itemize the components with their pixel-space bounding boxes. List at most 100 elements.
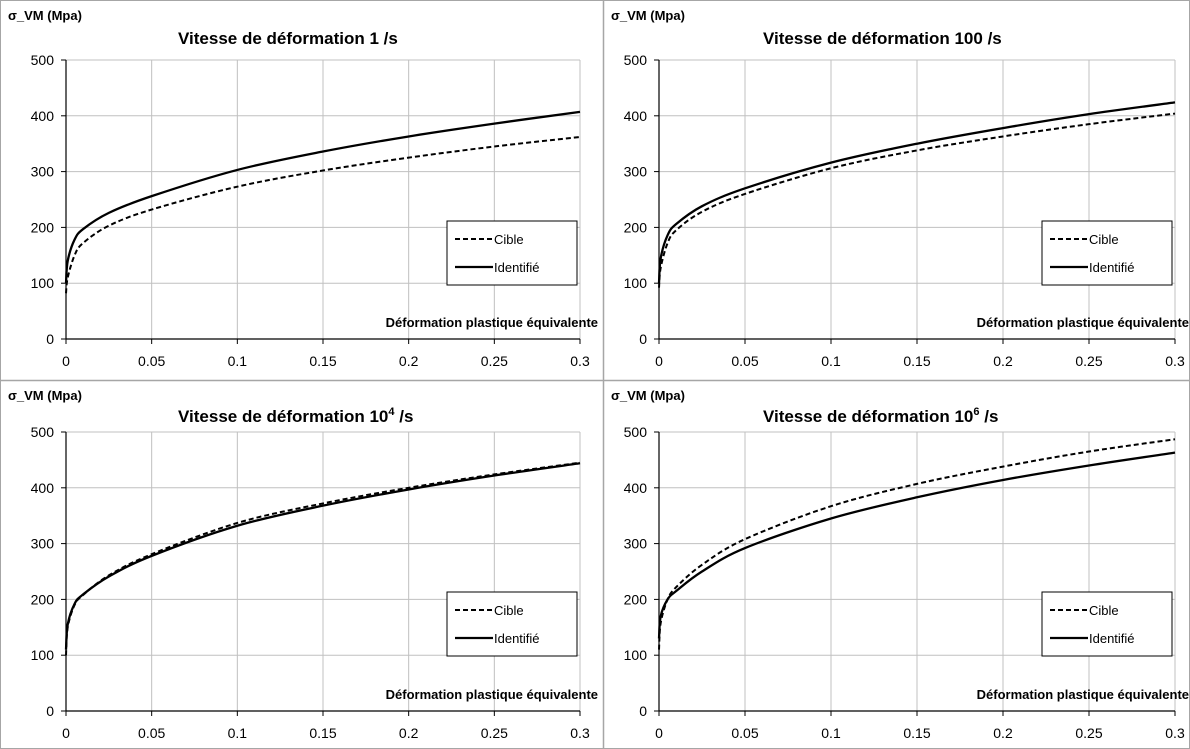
y-tick-label: 0 bbox=[639, 703, 647, 719]
x-tick-label: 0.25 bbox=[1075, 725, 1102, 741]
chart-title: Vitesse de déformation 100 /s bbox=[763, 29, 1002, 48]
legend-label-identifie: Identifié bbox=[1089, 260, 1135, 275]
x-tick-label: 0.2 bbox=[399, 725, 419, 741]
x-axis-label: Déformation plastique équivalente bbox=[386, 687, 598, 702]
legend-label-identifie: Identifié bbox=[494, 631, 540, 646]
y-tick-label: 500 bbox=[31, 424, 55, 440]
y-tick-label: 500 bbox=[31, 52, 55, 68]
y-tick-label: 300 bbox=[624, 164, 648, 180]
x-tick-label: 0 bbox=[62, 725, 70, 741]
x-tick-label: 0.15 bbox=[309, 353, 336, 369]
chart-title-unit: /s bbox=[395, 407, 414, 426]
chart-title: Vitesse de déformation 1 /s bbox=[178, 29, 398, 48]
x-tick-label: 0.05 bbox=[138, 725, 165, 741]
legend-label-cible: Cible bbox=[1089, 603, 1119, 618]
x-tick-label: 0.15 bbox=[309, 725, 336, 741]
y-tick-label: 400 bbox=[624, 108, 648, 124]
chart-title-exponent: 4 bbox=[388, 406, 395, 418]
series-line-identifie bbox=[657, 101, 1176, 284]
x-axis-label: Déformation plastique équivalente bbox=[977, 687, 1189, 702]
legend: Cible Identifié bbox=[446, 220, 578, 286]
chart-title: Vitesse de déformation 106 /s bbox=[763, 406, 998, 426]
y-tick-label: 300 bbox=[31, 164, 55, 180]
legend-label-identifie: Identifié bbox=[494, 260, 540, 275]
series-line-identifie bbox=[657, 451, 1176, 639]
y-tick-label: 100 bbox=[624, 275, 648, 291]
x-tick-label: 0.3 bbox=[570, 353, 590, 369]
x-tick-label: 0.15 bbox=[903, 725, 930, 741]
y-tick-label: 200 bbox=[31, 219, 55, 235]
y-tick-label: 200 bbox=[624, 591, 648, 607]
y-tick-label: 200 bbox=[624, 219, 648, 235]
series-line-cible bbox=[65, 136, 581, 294]
legend-label-cible: Cible bbox=[494, 603, 524, 618]
x-tick-label: 0.3 bbox=[570, 725, 590, 741]
chart-panel-1: 0 0.05 0.1 0.15 0.2 0.25 0.3 0 100 200 300 400 500 σ_… bbox=[8, 8, 598, 369]
x-tick-label: 0.25 bbox=[1075, 353, 1102, 369]
legend: Cible Identifié bbox=[1041, 591, 1173, 657]
legend-box bbox=[1041, 220, 1173, 286]
y-tick-label: 400 bbox=[31, 108, 55, 124]
legend: Cible Identifié bbox=[1041, 220, 1173, 286]
legend-label-cible: Cible bbox=[494, 232, 524, 247]
x-tick-label: 0.15 bbox=[903, 353, 930, 369]
chart-title-exponent: 6 bbox=[973, 406, 979, 418]
x-tick-label: 0.2 bbox=[993, 725, 1013, 741]
y-tick-label: 400 bbox=[31, 480, 55, 496]
x-tick-label: 0.2 bbox=[993, 353, 1013, 369]
series-line-identifie bbox=[64, 462, 581, 650]
x-tick-label: 0.1 bbox=[821, 353, 841, 369]
y-tick-label: 0 bbox=[639, 331, 647, 347]
y-tick-label: 500 bbox=[624, 424, 648, 440]
series-line-identifie bbox=[64, 110, 581, 284]
x-tick-label: 0.3 bbox=[1165, 725, 1185, 741]
x-axis-label: Déformation plastique équivalente bbox=[977, 315, 1189, 330]
x-tick-label: 0.1 bbox=[821, 725, 841, 741]
x-tick-label: 0.1 bbox=[228, 353, 248, 369]
y-tick-label: 100 bbox=[31, 275, 55, 291]
y-tick-label: 300 bbox=[624, 536, 648, 552]
x-tick-label: 0 bbox=[655, 725, 663, 741]
y-tick-label: 400 bbox=[624, 480, 648, 496]
chart-title: Vitesse de déformation 104 /s bbox=[178, 406, 413, 426]
x-tick-label: 0.1 bbox=[228, 725, 248, 741]
y-tick-label: 200 bbox=[31, 591, 55, 607]
y-axis-label: σ_VM (Mpa) bbox=[611, 8, 685, 23]
chart-panel-4: 0 0.05 0.1 0.15 0.2 0.25 0.3 0 100 200 300 400 500 σ_… bbox=[611, 388, 1189, 741]
y-axis-label: σ_VM (Mpa) bbox=[8, 388, 82, 403]
legend-box bbox=[446, 591, 578, 657]
chart-panel-3: 0 0.05 0.1 0.15 0.2 0.25 0.3 0 100 200 300 400 500 σ_… bbox=[8, 388, 598, 741]
y-tick-label: 0 bbox=[46, 703, 54, 719]
x-tick-label: 0.2 bbox=[399, 353, 419, 369]
chart-title-unit: /s bbox=[379, 29, 398, 48]
y-tick-label: 100 bbox=[31, 647, 55, 663]
y-tick-label: 0 bbox=[46, 331, 54, 347]
x-tick-label: 0 bbox=[62, 353, 70, 369]
legend: Cible Identifié bbox=[446, 591, 578, 657]
chart-title-unit: /s bbox=[980, 407, 999, 426]
legend-label-identifie: Identifié bbox=[1089, 631, 1135, 646]
y-axis-label: σ_VM (Mpa) bbox=[8, 8, 82, 23]
x-tick-label: 0.05 bbox=[731, 353, 758, 369]
x-axis-label: Déformation plastique équivalente bbox=[386, 315, 598, 330]
y-tick-label: 500 bbox=[624, 52, 648, 68]
y-axis-label: σ_VM (Mpa) bbox=[611, 388, 685, 403]
legend-box bbox=[1041, 591, 1173, 657]
series-line-cible bbox=[658, 112, 1176, 288]
y-tick-label: 100 bbox=[624, 647, 648, 663]
y-tick-label: 300 bbox=[31, 536, 55, 552]
x-tick-label: 0.3 bbox=[1165, 353, 1185, 369]
chart-title-base: Vitesse de déformation 10 bbox=[763, 407, 973, 426]
x-tick-label: 0.25 bbox=[481, 353, 508, 369]
chart-title-base: Vitesse de déformation 1 bbox=[178, 29, 379, 48]
chart-panel-2: 0 0.05 0.1 0.15 0.2 0.25 0.3 0 100 200 300 400 500 σ_… bbox=[611, 8, 1189, 369]
legend-box bbox=[446, 220, 578, 286]
chart-title-base: Vitesse de déformation 100 bbox=[763, 29, 983, 48]
chart-title-base: Vitesse de déformation 10 bbox=[178, 407, 388, 426]
x-tick-label: 0 bbox=[655, 353, 663, 369]
legend-label-cible: Cible bbox=[1089, 232, 1119, 247]
chart-title-unit: /s bbox=[983, 29, 1002, 48]
x-tick-label: 0.05 bbox=[138, 353, 165, 369]
